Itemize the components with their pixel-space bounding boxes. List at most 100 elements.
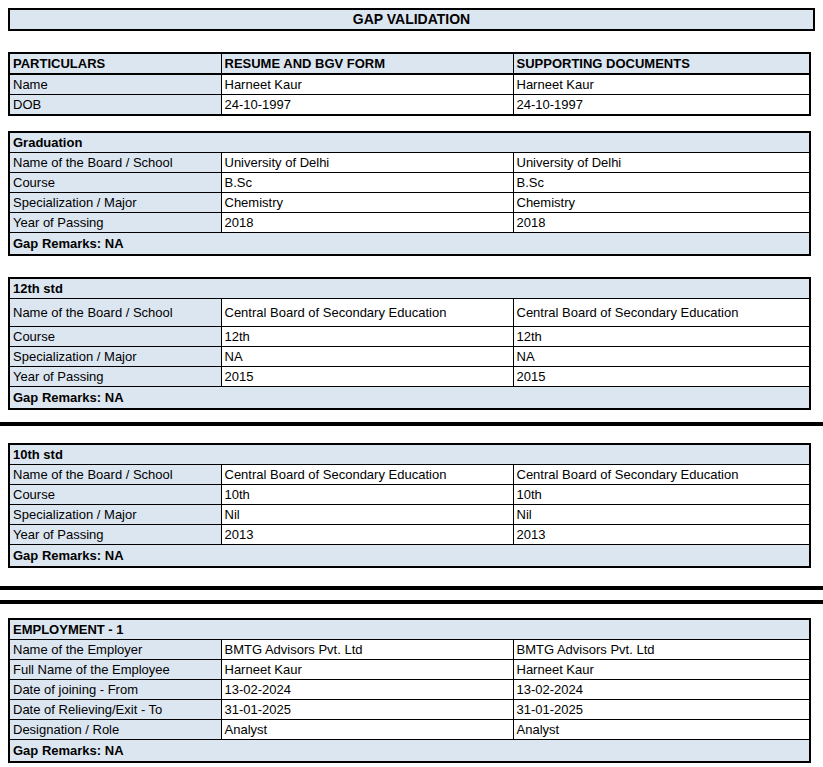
table-row: Name of the Board / School University of… <box>9 153 810 173</box>
supporting-value-cell: 2015 <box>513 367 810 387</box>
section-title-row: EMPLOYMENT - 1 <box>9 619 810 640</box>
label-cell: Specialization / Major <box>9 193 221 213</box>
table-row: Course B.Sc B.Sc <box>9 173 810 193</box>
resume-value-cell: 2013 <box>221 525 513 545</box>
resume-value-cell: 31-01-2025 <box>221 700 513 720</box>
label-cell: Designation / Role <box>9 720 221 740</box>
supporting-value-cell: 24-10-1997 <box>513 95 810 116</box>
table-row: Name of the Employer BMTG Advisors Pvt. … <box>9 640 810 660</box>
resume-value-cell: Harneet Kaur <box>221 660 513 680</box>
section-employment-1: EMPLOYMENT - 1 Name of the Employer BMTG… <box>8 618 811 763</box>
section-title-cell: 12th std <box>9 278 810 299</box>
supporting-value-cell: 12th <box>513 327 810 347</box>
label-cell: Name <box>9 74 221 95</box>
label-cell: Name of the Board / School <box>9 465 221 485</box>
supporting-value-cell: 13-02-2024 <box>513 680 810 700</box>
table-row: Year of Passing 2018 2018 <box>9 213 810 233</box>
particulars-header-row: PARTICULARS RESUME AND BGV FORM SUPPORTI… <box>9 53 810 74</box>
label-cell: Specialization / Major <box>9 505 221 525</box>
resume-value-cell: Analyst <box>221 720 513 740</box>
supporting-value-cell: Analyst <box>513 720 810 740</box>
resume-value-cell: Harneet Kaur <box>221 74 513 95</box>
label-cell: Date of joining - From <box>9 680 221 700</box>
supporting-value-cell: University of Delhi <box>513 153 810 173</box>
table-row: Date of joining - From 13-02-2024 13-02-… <box>9 680 810 700</box>
table-row: Course 10th 10th <box>9 485 810 505</box>
gap-remarks-row: Gap Remarks: NA <box>9 545 810 568</box>
label-cell: Name of the Board / School <box>9 299 221 327</box>
section-12th-std: 12th std Name of the Board / School Cent… <box>8 277 811 410</box>
label-cell: Course <box>9 485 221 505</box>
supporting-value-cell: 2013 <box>513 525 810 545</box>
gap-remarks-cell: Gap Remarks: NA <box>9 545 810 568</box>
table-row: Year of Passing 2013 2013 <box>9 525 810 545</box>
supporting-value-cell: 2018 <box>513 213 810 233</box>
gap-validation-document: GAP VALIDATION PARTICULARS RESUME AND BG… <box>0 8 823 763</box>
section-title-cell: EMPLOYMENT - 1 <box>9 619 810 640</box>
resume-value-cell: BMTG Advisors Pvt. Ltd <box>221 640 513 660</box>
table-row: Year of Passing 2015 2015 <box>9 367 810 387</box>
table-row: Full Name of the Employee Harneet Kaur H… <box>9 660 810 680</box>
label-cell: Course <box>9 327 221 347</box>
supporting-value-cell: Chemistry <box>513 193 810 213</box>
document-title: GAP VALIDATION <box>8 8 815 31</box>
resume-header-cell: RESUME AND BGV FORM <box>221 53 513 74</box>
table-row: Name Harneet Kaur Harneet Kaur <box>9 74 810 95</box>
resume-value-cell: Nil <box>221 505 513 525</box>
supporting-value-cell: 31-01-2025 <box>513 700 810 720</box>
resume-value-cell: NA <box>221 347 513 367</box>
table-row: Name of the Board / School Central Board… <box>9 299 810 327</box>
supporting-header-cell: SUPPORTING DOCUMENTS <box>513 53 810 74</box>
table-row: Specialization / Major Nil Nil <box>9 505 810 525</box>
section-separator-line <box>0 600 823 604</box>
section-title-row: 12th std <box>9 278 810 299</box>
section-title-cell: Graduation <box>9 132 810 153</box>
resume-value-cell: 24-10-1997 <box>221 95 513 116</box>
gap-remarks-cell: Gap Remarks: NA <box>9 387 810 410</box>
label-cell: Name of the Board / School <box>9 153 221 173</box>
table-row: Date of Relieving/Exit - To 31-01-2025 3… <box>9 700 810 720</box>
resume-value-cell: Central Board of Secondary Education <box>221 465 513 485</box>
supporting-value-cell: Central Board of Secondary Education <box>513 465 810 485</box>
table-row: Specialization / Major NA NA <box>9 347 810 367</box>
gap-remarks-cell: Gap Remarks: NA <box>9 740 810 763</box>
label-cell: Year of Passing <box>9 367 221 387</box>
table-row: Specialization / Major Chemistry Chemist… <box>9 193 810 213</box>
particulars-table: PARTICULARS RESUME AND BGV FORM SUPPORTI… <box>8 52 811 116</box>
supporting-value-cell: Harneet Kaur <box>513 660 810 680</box>
label-cell: Year of Passing <box>9 213 221 233</box>
label-cell: Specialization / Major <box>9 347 221 367</box>
gap-remarks-row: Gap Remarks: NA <box>9 233 810 256</box>
supporting-value-cell: Harneet Kaur <box>513 74 810 95</box>
section-title-row: 10th std <box>9 444 810 465</box>
resume-value-cell: 10th <box>221 485 513 505</box>
label-cell: Name of the Employer <box>9 640 221 660</box>
section-title-cell: 10th std <box>9 444 810 465</box>
supporting-value-cell: B.Sc <box>513 173 810 193</box>
table-row: Course 12th 12th <box>9 327 810 347</box>
label-cell: DOB <box>9 95 221 116</box>
supporting-value-cell: BMTG Advisors Pvt. Ltd <box>513 640 810 660</box>
gap-remarks-row: Gap Remarks: NA <box>9 387 810 410</box>
particulars-header-cell: PARTICULARS <box>9 53 221 74</box>
resume-value-cell: 12th <box>221 327 513 347</box>
gap-remarks-row: Gap Remarks: NA <box>9 740 810 763</box>
label-cell: Date of Relieving/Exit - To <box>9 700 221 720</box>
table-row: DOB 24-10-1997 24-10-1997 <box>9 95 810 116</box>
supporting-value-cell: NA <box>513 347 810 367</box>
section-separator-line <box>0 422 823 426</box>
table-row: Designation / Role Analyst Analyst <box>9 720 810 740</box>
resume-value-cell: Chemistry <box>221 193 513 213</box>
section-10th-std: 10th std Name of the Board / School Cent… <box>8 443 811 568</box>
label-cell: Year of Passing <box>9 525 221 545</box>
supporting-value-cell: 10th <box>513 485 810 505</box>
label-cell: Full Name of the Employee <box>9 660 221 680</box>
resume-value-cell: 2015 <box>221 367 513 387</box>
supporting-value-cell: Central Board of Secondary Education <box>513 299 810 327</box>
supporting-value-cell: Nil <box>513 505 810 525</box>
resume-value-cell: 2018 <box>221 213 513 233</box>
section-graduation: Graduation Name of the Board / School Un… <box>8 131 811 256</box>
resume-value-cell: Central Board of Secondary Education <box>221 299 513 327</box>
resume-value-cell: B.Sc <box>221 173 513 193</box>
section-title-row: Graduation <box>9 132 810 153</box>
